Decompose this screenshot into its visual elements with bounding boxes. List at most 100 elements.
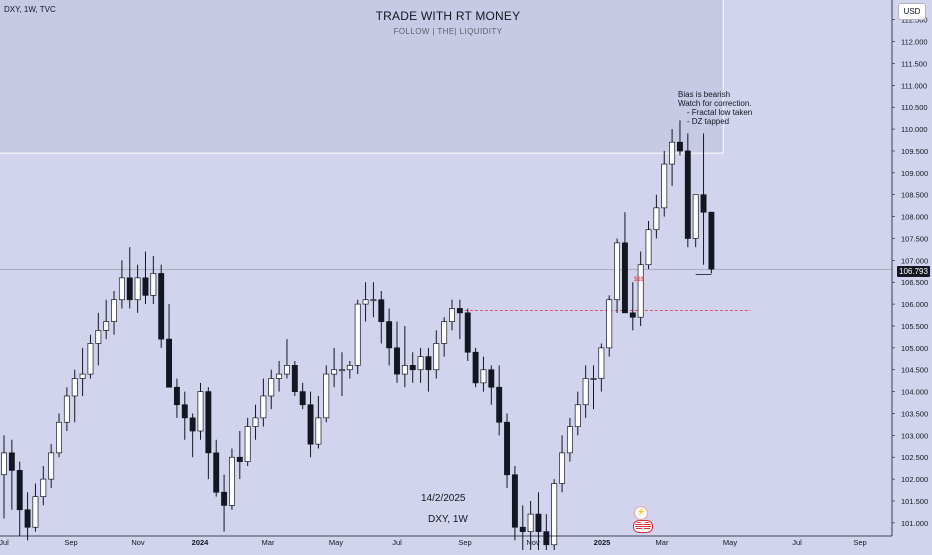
candle[interactable] bbox=[276, 360, 283, 392]
candle[interactable] bbox=[166, 304, 173, 388]
candle[interactable] bbox=[1, 435, 7, 519]
candle[interactable] bbox=[150, 255, 157, 305]
candle[interactable] bbox=[48, 444, 55, 488]
candle[interactable] bbox=[456, 299, 463, 340]
candle-body bbox=[590, 378, 597, 380]
candle[interactable] bbox=[433, 330, 440, 379]
candle[interactable] bbox=[449, 299, 455, 331]
candle[interactable] bbox=[684, 133, 691, 248]
bias-note[interactable]: Bias is bearish Watch for correction. - … bbox=[678, 90, 752, 126]
candle[interactable] bbox=[189, 413, 196, 458]
candle[interactable] bbox=[40, 465, 47, 506]
candle[interactable] bbox=[236, 430, 243, 480]
candle[interactable] bbox=[519, 505, 526, 554]
candle[interactable] bbox=[386, 308, 393, 366]
candle[interactable] bbox=[291, 360, 298, 396]
candle[interactable] bbox=[63, 387, 70, 431]
candle[interactable] bbox=[252, 404, 259, 440]
candle[interactable] bbox=[331, 347, 338, 388]
candle[interactable] bbox=[32, 483, 39, 532]
candle[interactable] bbox=[606, 295, 613, 357]
currency-button[interactable]: USD bbox=[898, 3, 926, 20]
candle[interactable] bbox=[24, 492, 31, 541]
candle[interactable] bbox=[621, 212, 628, 314]
candle[interactable] bbox=[213, 439, 220, 497]
candle[interactable] bbox=[645, 220, 652, 270]
candle[interactable] bbox=[323, 365, 330, 423]
candle[interactable] bbox=[103, 299, 110, 340]
candle[interactable] bbox=[582, 365, 589, 418]
lightning-icon[interactable]: ⚡ bbox=[634, 506, 648, 520]
candle[interactable] bbox=[284, 339, 290, 379]
candle[interactable] bbox=[472, 347, 479, 388]
candle[interactable] bbox=[134, 264, 141, 313]
candle[interactable] bbox=[511, 465, 518, 541]
candle[interactable] bbox=[346, 360, 353, 379]
candle[interactable] bbox=[464, 308, 471, 361]
candle[interactable] bbox=[87, 334, 94, 379]
candle[interactable] bbox=[315, 395, 322, 449]
candle[interactable] bbox=[629, 282, 636, 331]
candle[interactable] bbox=[16, 461, 23, 536]
candle[interactable] bbox=[637, 251, 644, 326]
candle[interactable] bbox=[417, 347, 424, 383]
candle[interactable] bbox=[95, 312, 102, 366]
candle[interactable] bbox=[197, 382, 204, 440]
candle[interactable] bbox=[480, 356, 487, 392]
candle[interactable] bbox=[79, 347, 86, 396]
candle[interactable] bbox=[559, 435, 566, 493]
candle[interactable] bbox=[378, 290, 385, 344]
candle-body bbox=[173, 386, 180, 406]
symbol-label[interactable]: DXY, 1W, TVC bbox=[4, 5, 56, 14]
candle[interactable] bbox=[307, 391, 314, 458]
candle[interactable] bbox=[700, 133, 707, 265]
candle[interactable] bbox=[244, 417, 251, 466]
candle[interactable] bbox=[126, 247, 133, 309]
candle[interactable] bbox=[590, 365, 597, 410]
candle[interactable] bbox=[362, 282, 369, 322]
candle[interactable] bbox=[268, 369, 275, 410]
candle[interactable] bbox=[614, 238, 621, 313]
candle[interactable] bbox=[205, 387, 212, 480]
candle[interactable] bbox=[409, 352, 416, 383]
candle[interactable] bbox=[158, 264, 165, 348]
candle[interactable] bbox=[708, 211, 715, 274]
candle[interactable] bbox=[111, 290, 117, 335]
candle[interactable] bbox=[669, 129, 676, 186]
candle[interactable] bbox=[181, 391, 188, 440]
candle[interactable] bbox=[354, 299, 361, 375]
us-flag-icon[interactable] bbox=[633, 520, 653, 533]
supply-zone[interactable] bbox=[0, 0, 724, 154]
candle[interactable] bbox=[299, 382, 306, 410]
candle[interactable] bbox=[598, 343, 605, 392]
candle[interactable] bbox=[677, 120, 683, 156]
candle[interactable] bbox=[496, 365, 503, 436]
candle[interactable] bbox=[566, 417, 573, 462]
candle[interactable] bbox=[8, 439, 15, 510]
candle[interactable] bbox=[551, 479, 558, 554]
candle[interactable] bbox=[401, 325, 408, 388]
candle[interactable] bbox=[394, 321, 400, 383]
candle[interactable] bbox=[173, 378, 180, 418]
candle[interactable] bbox=[504, 413, 510, 488]
candle[interactable] bbox=[535, 492, 542, 554]
candle[interactable] bbox=[221, 474, 228, 532]
candle[interactable] bbox=[142, 251, 149, 305]
candle[interactable] bbox=[370, 282, 377, 318]
candle[interactable] bbox=[661, 150, 668, 217]
candle[interactable] bbox=[71, 369, 78, 423]
candle[interactable] bbox=[228, 448, 235, 510]
candle[interactable] bbox=[692, 194, 699, 248]
candle[interactable] bbox=[56, 413, 62, 458]
candle[interactable] bbox=[118, 260, 125, 309]
candle[interactable] bbox=[260, 378, 267, 427]
candle[interactable] bbox=[441, 317, 448, 357]
candle[interactable] bbox=[488, 365, 495, 405]
candle[interactable] bbox=[339, 352, 345, 396]
candle[interactable] bbox=[653, 194, 660, 239]
candle[interactable] bbox=[574, 391, 581, 436]
candle[interactable] bbox=[425, 347, 432, 392]
candle-body bbox=[103, 321, 110, 331]
